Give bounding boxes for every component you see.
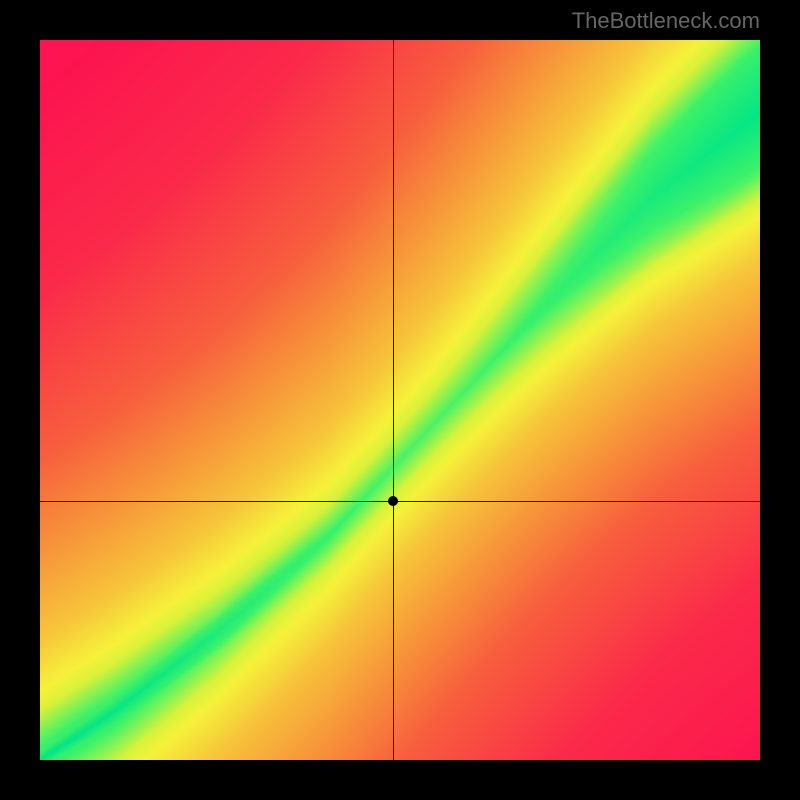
crosshair-vertical bbox=[393, 40, 394, 760]
crosshair-horizontal bbox=[40, 501, 760, 502]
heatmap-plot bbox=[40, 40, 760, 760]
heatmap-canvas bbox=[40, 40, 760, 760]
watermark-text: TheBottleneck.com bbox=[572, 8, 760, 34]
marker-dot bbox=[388, 496, 398, 506]
